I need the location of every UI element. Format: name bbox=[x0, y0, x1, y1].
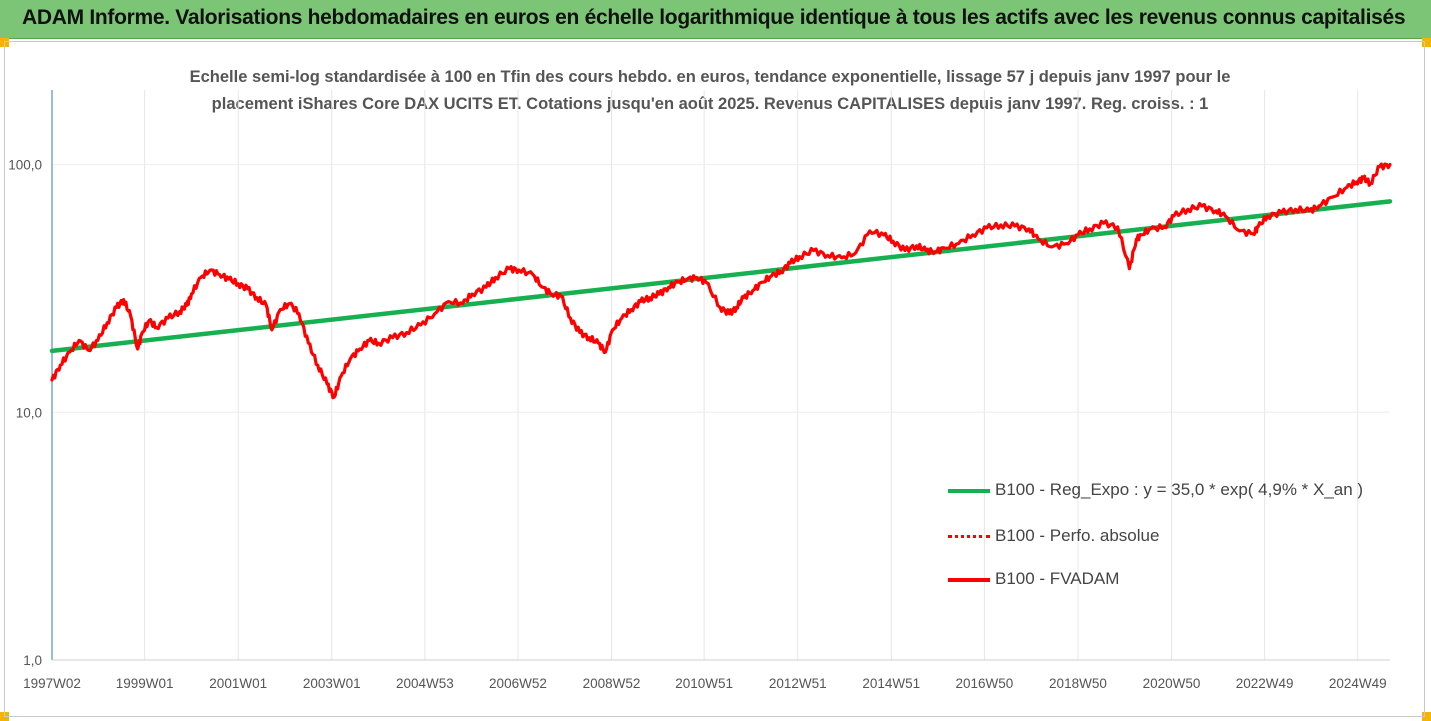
x-tick-label: 2022W49 bbox=[1236, 676, 1294, 691]
x-tick-label: 2020W50 bbox=[1143, 676, 1201, 691]
series-lines bbox=[49, 162, 1393, 400]
series-line-reg-expo bbox=[49, 199, 1393, 354]
x-tick-label: 1997W02 bbox=[23, 676, 81, 691]
x-tick-label: 2016W50 bbox=[955, 676, 1013, 691]
legend-swatch-perfo-absolue bbox=[948, 535, 990, 538]
legend-item-fvadam: B100 - FVADAM bbox=[948, 567, 1378, 591]
corner-marker bbox=[1422, 712, 1431, 721]
x-tick-label: 2014W51 bbox=[862, 676, 920, 691]
banner-title: ADAM Informe. Valorisations hebdomadaire… bbox=[22, 6, 1406, 29]
x-tick-label: 2004W53 bbox=[396, 676, 454, 691]
chart-subtitle-line-2: placement iShares Core DAX UCITS ET. Cot… bbox=[211, 95, 1209, 113]
x-tick-label: 1999W01 bbox=[116, 676, 174, 691]
corner-marker bbox=[1422, 38, 1431, 47]
x-tick-label: 2024W49 bbox=[1329, 676, 1387, 691]
y-tick-label: 100,0 bbox=[8, 158, 42, 173]
legend-item-reg-expo: B100 - Reg_Expo : y = 35,0 * exp( 4,9% *… bbox=[948, 478, 1378, 502]
x-tick-label: 2010W51 bbox=[675, 676, 733, 691]
x-tick-label: 2003W01 bbox=[303, 676, 361, 691]
report-banner: ADAM Informe. Valorisations hebdomadaire… bbox=[0, 0, 1431, 39]
chart-subtitle-line-1: Echelle semi-log standardisée à 100 en T… bbox=[189, 68, 1231, 86]
y-tick-labels: 1,0 10,0 100,0 bbox=[8, 158, 42, 668]
x-tick-label: 2012W51 bbox=[769, 676, 827, 691]
x-tick-label: 2018W50 bbox=[1049, 676, 1107, 691]
x-tick-label: 2001W01 bbox=[209, 676, 267, 691]
chart-subtitle: Echelle semi-log standardisée à 100 en T… bbox=[150, 64, 1270, 118]
legend-label-perfo-absolue: B100 - Perfo. absolue bbox=[995, 526, 1160, 545]
y-tick-label: 1,0 bbox=[23, 653, 42, 668]
chart-frame bbox=[4, 41, 1425, 717]
x-tick-label: 2008W52 bbox=[583, 676, 641, 691]
y-tick-label: 10,0 bbox=[16, 405, 42, 420]
x-tick-labels: 1997W02 1999W01 2001W01 2003W01 2004W53 2006W… bbox=[23, 676, 1387, 691]
legend-swatch-fvadam bbox=[948, 578, 990, 582]
grid-lines bbox=[52, 90, 1390, 661]
legend-item-perfo-absolue: B100 - Perfo. absolue bbox=[948, 524, 1378, 548]
legend-label-fvadam: B100 - FVADAM bbox=[995, 569, 1120, 588]
series-line-fvadam bbox=[50, 162, 1392, 400]
x-tick-label: 2006W52 bbox=[489, 676, 547, 691]
legend-label-reg-expo: B100 - Reg_Expo : y = 35,0 * exp( 4,9% *… bbox=[995, 480, 1364, 499]
legend-swatch-reg-expo bbox=[948, 489, 990, 493]
